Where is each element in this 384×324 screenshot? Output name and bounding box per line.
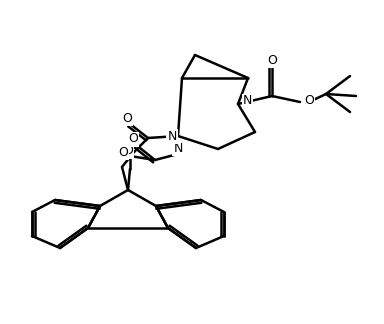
Text: N: N: [243, 95, 252, 108]
Text: N: N: [167, 130, 177, 143]
Text: O: O: [304, 94, 314, 107]
Text: O: O: [123, 145, 133, 157]
Text: O: O: [128, 133, 138, 145]
Text: O: O: [267, 53, 277, 66]
Text: N: N: [173, 142, 183, 155]
Text: O: O: [122, 111, 132, 124]
Text: O: O: [118, 145, 128, 158]
